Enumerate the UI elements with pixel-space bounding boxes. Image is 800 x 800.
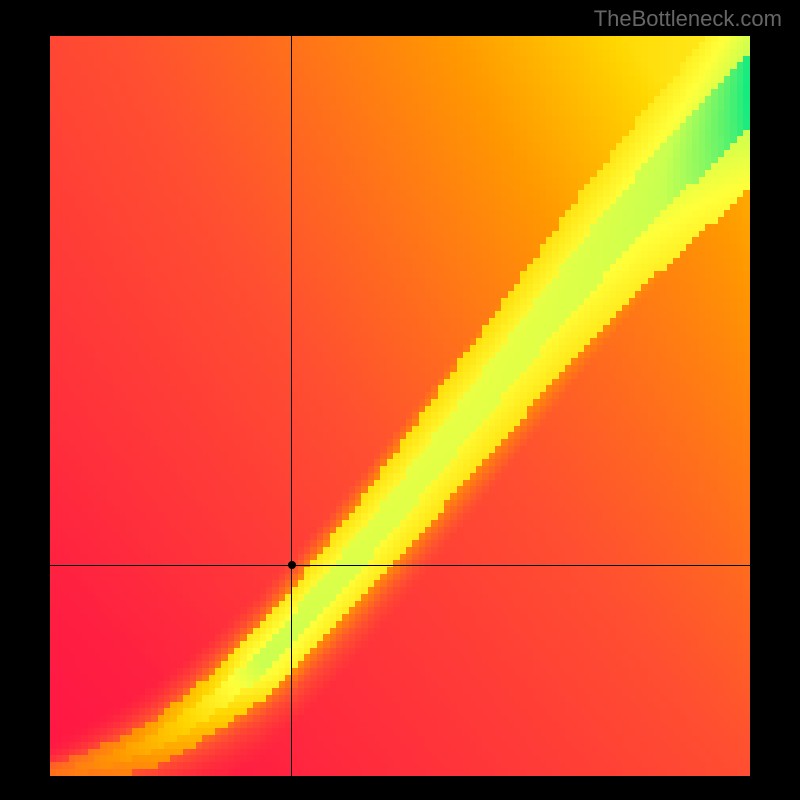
chart-container: TheBottleneck.com bbox=[0, 0, 800, 800]
heatmap-canvas bbox=[50, 36, 750, 776]
attribution-text: TheBottleneck.com bbox=[594, 6, 782, 32]
plot-area bbox=[50, 36, 750, 776]
